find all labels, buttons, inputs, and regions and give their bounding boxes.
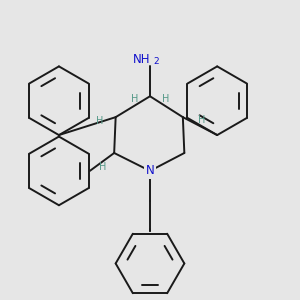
Text: N: N <box>146 164 154 177</box>
Text: H: H <box>98 162 106 172</box>
Text: NH: NH <box>133 53 150 66</box>
Text: H: H <box>96 116 103 126</box>
Text: H: H <box>131 94 138 103</box>
Text: H: H <box>198 115 205 125</box>
Text: 2: 2 <box>153 56 159 65</box>
Text: H: H <box>162 94 169 103</box>
